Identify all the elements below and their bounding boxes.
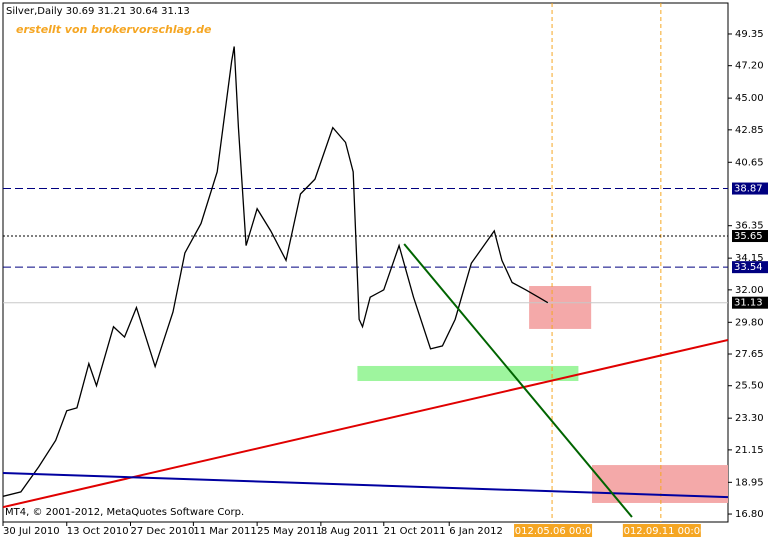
y-tick-label: 29.80 [735, 317, 764, 328]
watermark: erstellt von brokervorschlag.de [16, 23, 212, 36]
y-tick-label: 27.65 [735, 349, 764, 360]
trendline [3, 472, 728, 499]
x-tick-label: 30 Jul 2010 [3, 526, 60, 537]
x-tick-label: 21 Oct 2011 [384, 526, 446, 537]
x-tick-label: 25 May 2011 [257, 526, 322, 537]
trendline [3, 339, 728, 509]
y-tick-label: 21.15 [735, 445, 764, 456]
y-tick-label: 40.65 [735, 157, 764, 168]
time-label: 2012.09.11 00:00 [617, 526, 706, 537]
time-label-box [514, 524, 593, 537]
level-label: 33.54 [734, 262, 763, 273]
y-tick-label: 45.00 [735, 93, 764, 104]
level-label-box [732, 230, 768, 243]
plot-layer [3, 3, 728, 522]
level-label: 31.13 [734, 298, 763, 309]
x-tick-label: 6 Jan 2012 [449, 526, 503, 537]
y-tick-label: 47.20 [735, 61, 764, 72]
y-tick-label: 49.35 [735, 29, 764, 40]
y-tick-label: 25.50 [735, 381, 764, 392]
level-label: 35.65 [734, 231, 763, 242]
x-tick-label: 8 Aug 2011 [321, 526, 379, 537]
chart-title: Silver,Daily 30.69 31.21 30.64 31.13 [6, 6, 190, 17]
level-label: 38.87 [734, 184, 763, 195]
x-tick-label: 27 Dec 2010 [130, 526, 194, 537]
y-tick-label: 32.00 [735, 285, 764, 296]
y-tick-label: 42.85 [735, 125, 764, 136]
level-label-box [732, 261, 768, 274]
y-tick-label: 18.95 [735, 477, 764, 488]
time-label: 2012.05.06 00:00 [508, 526, 597, 537]
zone [529, 286, 592, 329]
time-label-box [622, 524, 701, 537]
x-tick-label: 11 Mar 2011 [193, 526, 256, 537]
level-label-box [732, 296, 768, 309]
x-tick-label: 13 Oct 2010 [67, 526, 129, 537]
copyright: MT4, © 2001-2012, MetaQuotes Software Co… [5, 507, 244, 518]
y-tick-label: 23.30 [735, 413, 764, 424]
level-label-box [732, 182, 768, 195]
price-line [3, 46, 549, 497]
y-tick-label: 34.15 [735, 253, 764, 264]
zone [357, 365, 579, 382]
y-tick-label: 16.80 [735, 509, 764, 520]
trendline [403, 243, 633, 518]
y-tick-label: 36.35 [735, 221, 764, 232]
plot-frame [2, 2, 729, 523]
